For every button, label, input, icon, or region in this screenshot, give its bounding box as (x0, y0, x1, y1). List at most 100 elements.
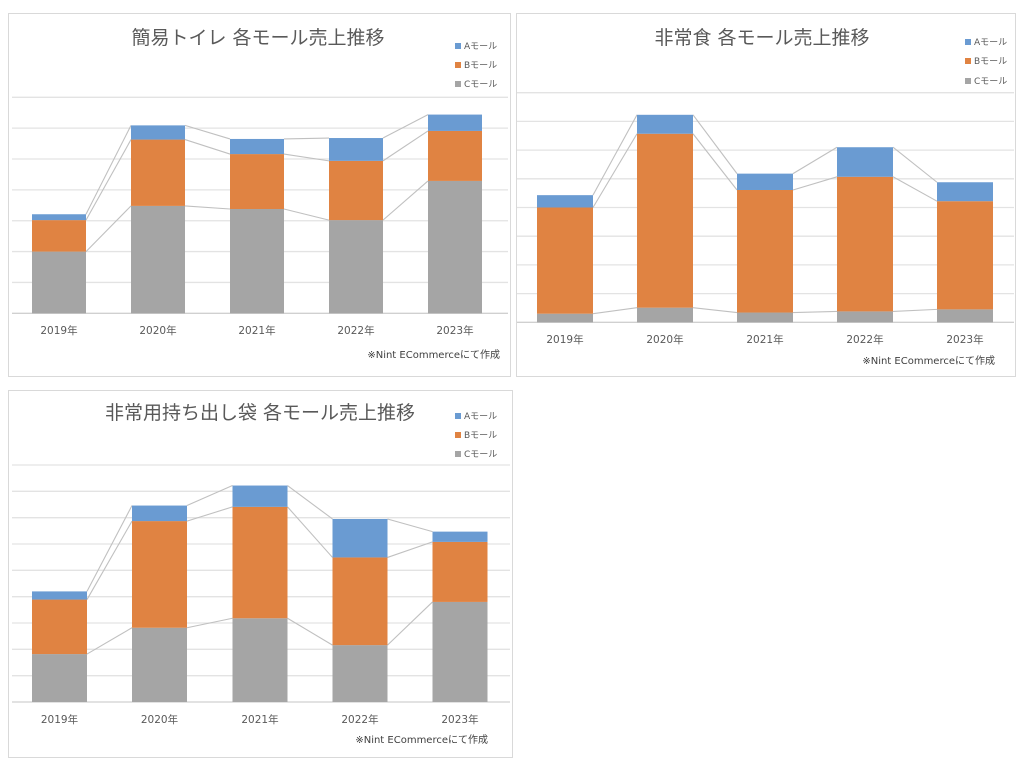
series-line-A (387, 518, 433, 533)
legend-swatch-C (965, 78, 971, 84)
bar-B-2019年 (537, 207, 593, 314)
bar-B-2020年 (132, 521, 187, 628)
bar-C-2019年 (537, 313, 593, 323)
x-tick-label: 2021年 (241, 713, 278, 726)
series-line-C (692, 307, 738, 314)
bar-A-2021年 (232, 485, 288, 507)
series-line-A (85, 125, 132, 215)
bar-C-2023年 (428, 180, 482, 314)
bar-C-2021年 (230, 209, 284, 314)
legend-label: Cモール (464, 450, 497, 460)
series-line-A (287, 485, 333, 520)
series-line-C (792, 310, 838, 314)
bar-A-2022年 (837, 147, 893, 177)
series-line-A (186, 485, 233, 507)
bar-B-2021年 (232, 506, 288, 619)
x-tick-label: 2023年 (441, 713, 478, 726)
bar-B-2020年 (131, 139, 185, 206)
bar-A-2023年 (937, 182, 993, 202)
x-tick-label: 2020年 (141, 713, 178, 726)
bar-C-2023年 (937, 309, 993, 323)
series-line-B (892, 176, 938, 202)
source-footnote: ※Nint ECommerceにて作成 (355, 734, 488, 746)
legend-label: Cモール (974, 77, 1007, 87)
x-tick-label: 2023年 (436, 324, 473, 337)
series-line-B (387, 541, 433, 558)
chart-title: 簡易トイレ 各モール売上推移 (131, 27, 384, 49)
bar-C-2021年 (232, 618, 288, 702)
bar-B-2021年 (230, 154, 284, 210)
series-line-C (86, 627, 133, 655)
series-line-C (892, 308, 938, 312)
series-line-B (86, 520, 133, 600)
x-tick-label: 2022年 (846, 333, 883, 346)
bar-B-2023年 (428, 130, 482, 181)
bar-B-2023年 (937, 201, 993, 310)
series-line-C (85, 205, 132, 252)
series-line-B (692, 133, 738, 191)
series-line-B (792, 176, 838, 191)
bar-B-2023年 (432, 541, 488, 602)
bar-B-2022年 (332, 557, 388, 646)
source-footnote: ※Nint ECommerceにて作成 (862, 355, 995, 367)
x-tick-label: 2019年 (40, 324, 77, 337)
chart-title: 非常用持ち出し袋 各モール売上推移 (105, 402, 415, 424)
legend-swatch-B (455, 432, 461, 438)
series-line-A (382, 114, 429, 139)
legend-swatch-A (965, 39, 971, 45)
series-line-C (592, 307, 638, 315)
legend-label: Aモール (974, 38, 1007, 48)
bar-C-2019年 (32, 251, 86, 314)
series-line-C (283, 208, 330, 221)
bar-A-2021年 (737, 173, 793, 190)
series-line-A (692, 114, 738, 174)
bar-C-2020年 (637, 307, 693, 323)
series-line-B (592, 133, 638, 208)
series-line-B (186, 506, 233, 522)
x-tick-label: 2020年 (646, 333, 683, 346)
bar-C-2022年 (332, 645, 388, 702)
legend-label: Bモール (464, 61, 497, 71)
series-line-B (287, 506, 333, 558)
x-tick-label: 2023年 (946, 333, 983, 346)
legend-swatch-C (455, 451, 461, 457)
legend-label: Aモール (464, 412, 497, 422)
bar-A-2022年 (332, 518, 388, 558)
series-line-B (184, 139, 231, 155)
x-tick-label: 2020年 (139, 324, 176, 337)
bar-A-2020年 (637, 114, 693, 134)
bar-C-2020年 (131, 205, 185, 314)
bar-A-2023年 (432, 531, 488, 542)
series-line-A (592, 114, 638, 196)
bar-A-2019年 (537, 195, 593, 208)
bar-A-2021年 (230, 138, 284, 155)
bar-B-2019年 (32, 220, 86, 252)
x-tick-label: 2021年 (238, 324, 275, 337)
series-line-A (892, 146, 938, 183)
source-footnote: ※Nint ECommerceにて作成 (367, 349, 500, 361)
x-tick-label: 2022年 (337, 324, 374, 337)
bar-B-2019年 (32, 599, 87, 655)
bar-C-2022年 (837, 311, 893, 323)
bar-C-2023年 (432, 601, 488, 702)
bar-A-2020年 (131, 125, 185, 140)
bar-B-2021年 (737, 189, 793, 313)
legend-swatch-A (455, 43, 461, 49)
series-line-C (387, 601, 433, 646)
legend-label: Bモール (464, 431, 497, 441)
legend-swatch-A (455, 413, 461, 419)
series-line-B (283, 153, 330, 162)
legend-label: Aモール (464, 42, 497, 52)
bar-A-2022年 (329, 138, 383, 161)
bar-A-2023年 (428, 114, 482, 131)
series-line-C (184, 205, 231, 210)
bar-C-2022年 (329, 220, 383, 314)
bar-A-2019年 (32, 214, 86, 221)
series-line-C (186, 617, 233, 629)
legend-label: Cモール (464, 80, 497, 90)
series-line-C (287, 617, 333, 646)
series-line-B (382, 130, 429, 162)
series-line-A (283, 137, 330, 140)
bar-A-2020年 (132, 505, 187, 522)
